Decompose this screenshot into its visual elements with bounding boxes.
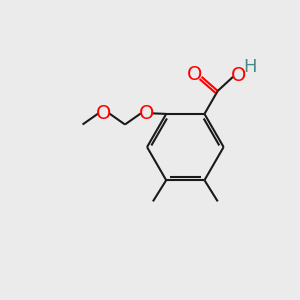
Text: O: O xyxy=(96,104,112,123)
Text: O: O xyxy=(139,104,154,123)
Text: O: O xyxy=(188,65,203,84)
Text: O: O xyxy=(231,66,247,85)
Text: H: H xyxy=(243,58,256,76)
